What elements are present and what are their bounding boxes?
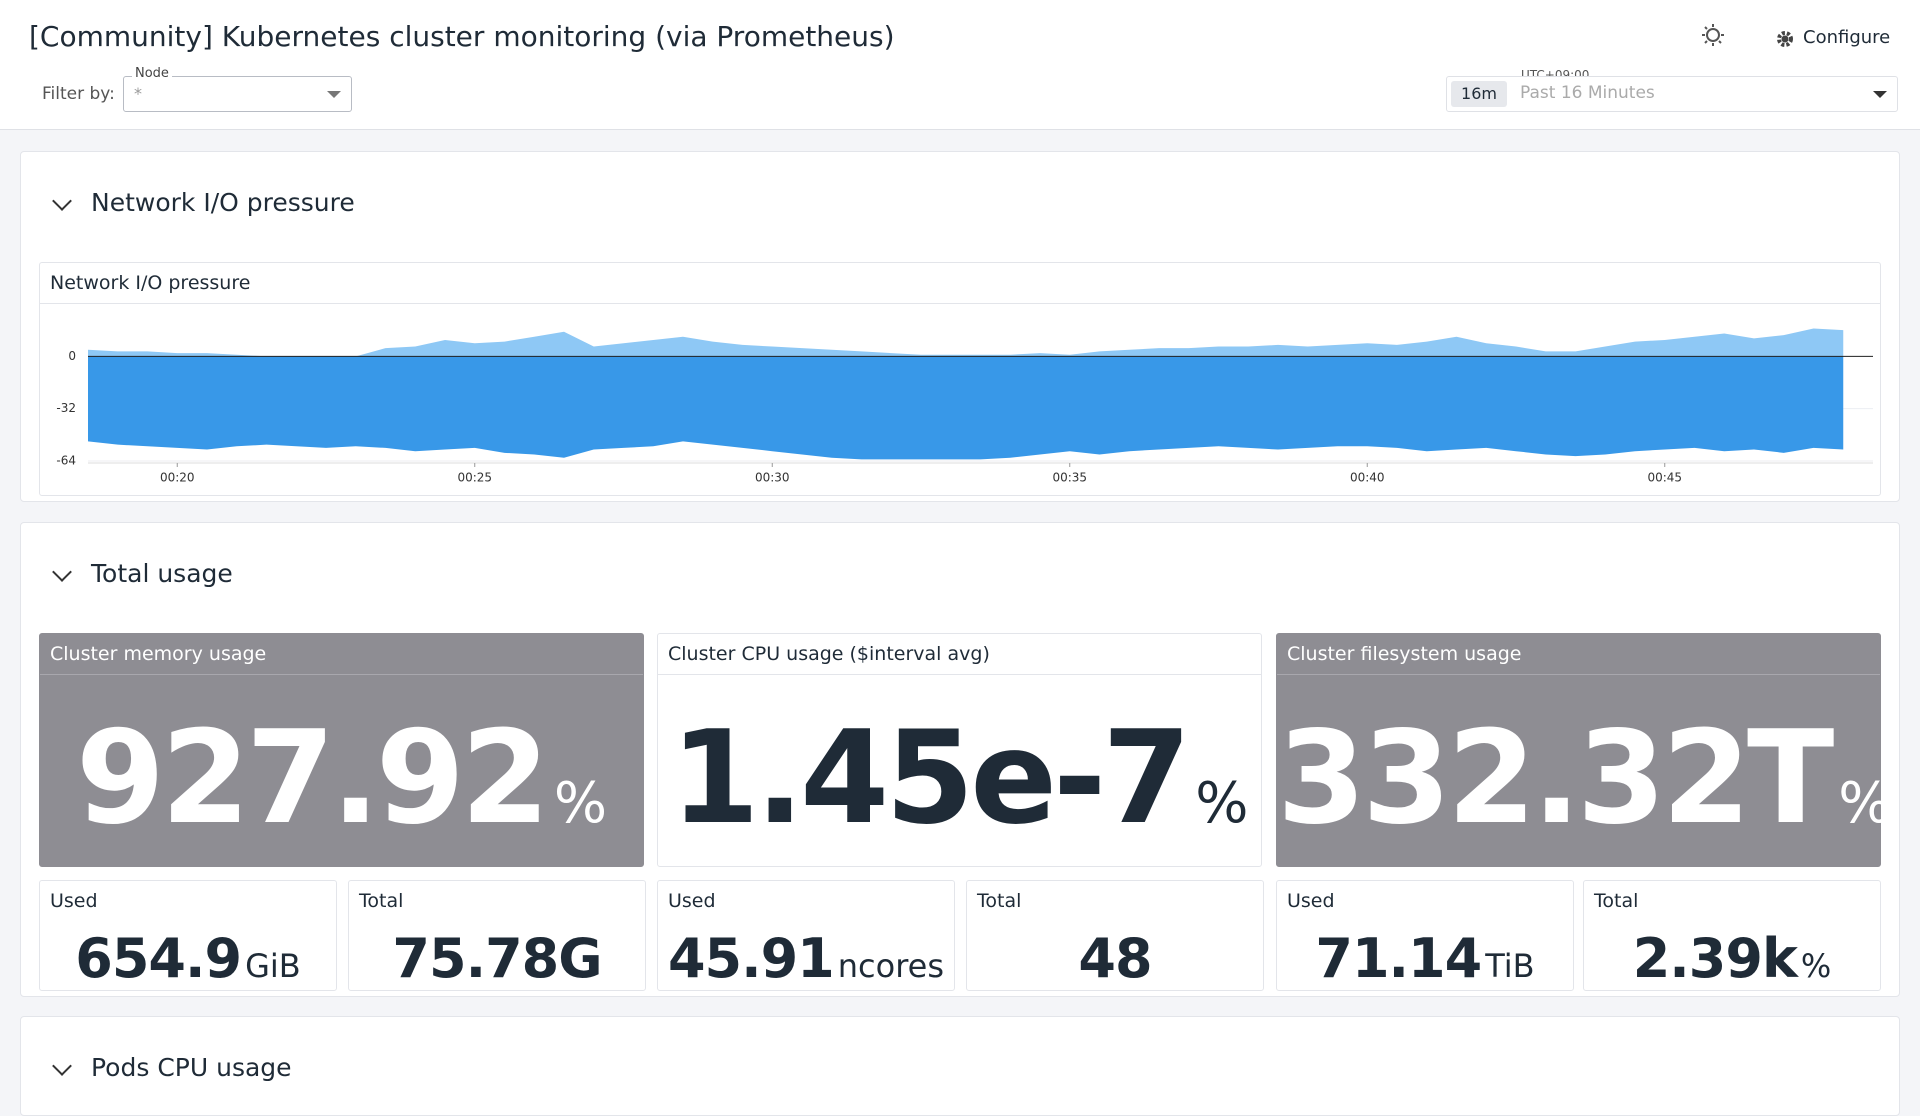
area [88, 356, 1844, 460]
stat-panel: Cluster memory usage 927.92% [39, 633, 644, 867]
x-tick-label: 00:20 [160, 471, 195, 485]
header: [Community] Kubernetes cluster monitorin… [0, 0, 1920, 130]
divider [658, 674, 1261, 675]
stat-value: 75.78G [349, 927, 645, 990]
x-tick-label: 00:40 [1350, 471, 1385, 485]
divider [1277, 674, 1880, 675]
panel-title: Used [1287, 890, 1335, 912]
divider [40, 303, 1880, 304]
range-text: Past 16 Minutes [1520, 83, 1655, 103]
collapse-icon[interactable] [52, 191, 72, 211]
node-select[interactable] [123, 76, 352, 112]
section-title: Total usage [91, 559, 233, 588]
section: Total usage Cluster memory usage 927.92% C… [20, 522, 1900, 997]
panel-title: Total [1594, 890, 1639, 912]
section: Network I/O pressure Network I/O pressur… [20, 151, 1900, 502]
substat-panel: Used 654.9 GiB [39, 880, 337, 991]
stat-panel: Cluster filesystem usage 332.32T% [1276, 633, 1891, 867]
y-tick-label: 0 [68, 349, 76, 363]
substat-panel: Total 2.39k% [1583, 880, 1881, 991]
stat-value: 45.91 ncores [658, 927, 954, 990]
section-title: Network I/O pressure [91, 188, 355, 217]
y-tick-label: -32 [56, 401, 76, 415]
value: 654.9 [75, 927, 242, 990]
panel-title: Total [977, 890, 1022, 912]
value: 45.91 [667, 927, 835, 990]
substat-panel: Total 48 [966, 880, 1264, 991]
dashboard-title: [Community] Kubernetes cluster monitorin… [29, 20, 895, 53]
node-value: * [134, 84, 142, 103]
stat-value: 2.39k% [1584, 927, 1880, 990]
value: 1.45e-7 [670, 704, 1191, 853]
panel-title: Total [359, 890, 404, 912]
value: 2.39k [1632, 927, 1798, 990]
stat-panel: Cluster CPU usage ($interval avg) 1.45e-7… [657, 633, 1262, 867]
collapse-icon[interactable] [52, 1056, 72, 1076]
x-tick-label: 00:45 [1647, 471, 1682, 485]
section: Pods CPU usage [20, 1016, 1900, 1116]
substat-panel: Used 71.14 TiB [1276, 880, 1574, 991]
x-tick-label: 00:35 [1052, 471, 1087, 485]
section-title: Pods CPU usage [91, 1053, 292, 1082]
theme-toggle[interactable] [1700, 18, 1728, 48]
stat-value: 654.9 GiB [40, 927, 336, 990]
stat-value: 927.92% [40, 704, 643, 853]
unit: % [1838, 771, 1892, 836]
stat-value: 71.14 TiB [1277, 927, 1573, 990]
stat-value: 48 [967, 927, 1263, 990]
range-badge: 16m [1451, 81, 1507, 107]
substat-panel: Used 45.91 ncores [657, 880, 955, 991]
value: 332.32T [1277, 704, 1834, 853]
unit: TiB [1485, 947, 1535, 985]
panel-title: Used [668, 890, 716, 912]
divider [40, 674, 643, 675]
panel-title: Used [50, 890, 98, 912]
substat-panel: Total 75.78G [348, 880, 646, 991]
area [88, 328, 1844, 357]
x-tick-label: 00:25 [457, 471, 492, 485]
time-picker[interactable] [1446, 76, 1898, 112]
filter-label: Filter by: [42, 84, 115, 104]
panel-title: Cluster memory usage [50, 643, 267, 665]
gear-icon[interactable] [1775, 29, 1795, 49]
value: 48 [1078, 927, 1152, 990]
unit: GiB [245, 947, 301, 985]
configure-button[interactable]: Configure [1803, 27, 1891, 48]
chart: -64 -32 0 00:20 00:25 00:30 00:35 00:40 00:45 [56, 328, 1873, 485]
chart-panel: Network I/O pressure -64 -32 0 00:20 00:25 00… [39, 262, 1881, 496]
value: 927.92 [75, 704, 550, 853]
unit: % [1800, 947, 1832, 985]
value: 75.78G [392, 927, 602, 990]
value: 71.14 [1315, 927, 1482, 990]
y-tick-label: -64 [56, 454, 76, 468]
node-label: Node [132, 66, 172, 81]
unit: % [553, 771, 608, 836]
unit: % [1195, 771, 1249, 836]
unit: ncores [837, 947, 945, 985]
collapse-icon[interactable] [52, 562, 72, 582]
panel-title: Network I/O pressure [50, 272, 251, 294]
stat-value: 332.32T% [1277, 704, 1891, 853]
x-tick-label: 00:30 [755, 471, 790, 485]
panel-title: Cluster filesystem usage [1287, 643, 1522, 665]
stat-value: 1.45e-7% [658, 704, 1261, 853]
panel-title: Cluster CPU usage ($interval avg) [668, 643, 990, 665]
